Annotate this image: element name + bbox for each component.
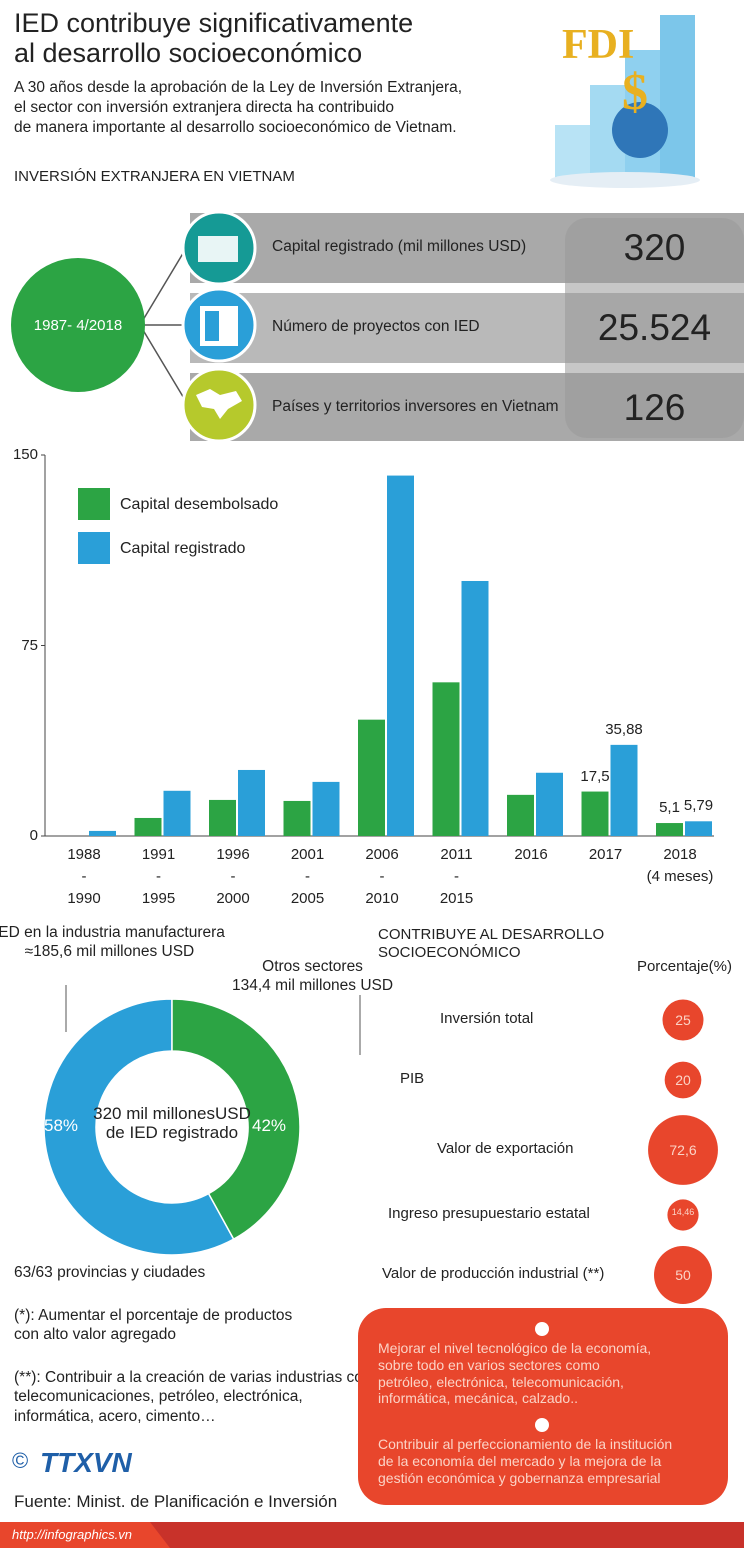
bar [163, 790, 191, 836]
bar [134, 817, 162, 836]
bar [656, 823, 683, 836]
legend-swatch [78, 488, 110, 520]
logo-symbol: $ [622, 64, 648, 121]
title: IED contribuye significativamente al des… [14, 8, 414, 69]
bar [507, 794, 534, 836]
legend-label: Capital registrado [120, 540, 246, 557]
value-label: 35,88 [605, 720, 643, 738]
value-label: 17,5 [580, 767, 610, 785]
x-tick-label: 2016 [514, 846, 548, 863]
bar [432, 682, 460, 836]
y-tick-label: 0 [29, 827, 38, 844]
value-label: 5,79 [683, 797, 714, 815]
highlight: Contribuir al perfeccionamiento de la in… [378, 1436, 673, 1486]
x-tick-label: 1991 - 1995 [141, 846, 176, 907]
bar [461, 580, 489, 836]
stat-label: Países y territorios inversores en Vietn… [272, 398, 559, 415]
bar [358, 719, 385, 836]
agency-logo: TTXVN [40, 1447, 132, 1478]
value-label: 5,1 [659, 799, 680, 817]
logo-text: FDI [562, 22, 635, 68]
legend-swatch [78, 532, 110, 564]
x-tick-label: 2017 [588, 846, 623, 863]
highlight: Mejorar el nivel tecnológico de la econo… [378, 1340, 652, 1407]
bubble-value: 20 [675, 1072, 691, 1088]
bar [89, 830, 116, 836]
note: (**): Contribuir a la creación de varias… [14, 1369, 384, 1425]
category-label: Inversión total [440, 1010, 534, 1027]
bar [581, 791, 609, 836]
copyright: © [12, 1448, 29, 1473]
legend-label: Capital desembolsado [120, 496, 279, 513]
x-tick-label: 1988 - 1990 [67, 846, 101, 907]
stat-value: 25.524 [597, 307, 712, 348]
note: (*): Aumentar el porcentaje de productos… [14, 1307, 293, 1344]
logo-art [550, 15, 700, 188]
x-tick-label: 2001 - 2005 [290, 846, 325, 907]
chart-title: CONTRIBUYE AL DESARROLLO SOCIOECONÓMICO [378, 926, 605, 961]
stat-value: 126 [623, 387, 686, 428]
footer-tab [0, 1522, 170, 1548]
category-label: Ingreso presupuestario estatal [388, 1205, 590, 1222]
section-title: INVERSIÓN EXTRANJERA EN VIETNAM [14, 168, 295, 185]
bubble-value: 14,46 [671, 1207, 695, 1217]
bar [283, 800, 311, 836]
stat-value: 320 [623, 227, 686, 268]
category-label: Valor de producción industrial (**) [382, 1265, 605, 1282]
bar [536, 772, 563, 836]
y-tick-label: 75 [21, 636, 38, 654]
stat-label: Número de proyectos con IED [272, 318, 480, 335]
x-tick-label: 2011 - 2015 [439, 846, 474, 907]
period: 1987- 4/2018 [33, 317, 123, 334]
bubble [648, 1115, 718, 1185]
source: Fuente: Minist. de Planificación e Inver… [14, 1492, 338, 1511]
category-label: IED en la industria manufacturera ≈185,6… [0, 924, 225, 960]
value-label: 42% [252, 1116, 287, 1135]
value-label: 58% [44, 1116, 79, 1135]
bar [312, 781, 340, 836]
category-label: PIB [400, 1070, 425, 1087]
x-tick-label: 2006 - 2010 [365, 846, 399, 907]
bar [209, 799, 236, 836]
highlight-box: Mejorar el nivel tecnológico de la econo… [358, 1308, 728, 1505]
url: http://infographics.vn [12, 1527, 132, 1542]
y-tick-label: 150 [12, 446, 38, 463]
donut-segment [43, 998, 235, 1256]
bar [387, 475, 414, 836]
bullet [535, 1322, 549, 1336]
category-label: Valor de exportación [437, 1140, 574, 1157]
bullet [535, 1418, 549, 1432]
size-label: Porcentaje(%) [636, 958, 732, 975]
bubble-value: 50 [675, 1267, 691, 1283]
category-label: Otros sectores 134,4 mil millones USD [232, 958, 394, 994]
bubble [654, 1246, 712, 1304]
bar [685, 821, 712, 836]
bubble [667, 1199, 699, 1231]
bubble-value: 25 [675, 1012, 691, 1028]
bubble [662, 999, 704, 1041]
x-tick-label: 1996 - 2000 [216, 846, 250, 907]
bubble [664, 1061, 702, 1099]
stats-panel [11, 210, 744, 443]
subtitle: A 30 años desde la aprobación de la Ley … [14, 79, 463, 137]
bar [610, 744, 638, 836]
provinces: 63/63 provincias y ciudades [14, 1264, 206, 1281]
x-tick-label: 2018 (4 meses) [646, 846, 714, 885]
donut-segment [171, 998, 301, 1241]
center-label: 320 mil millonesUSD de IED registrado [93, 1104, 251, 1142]
stat-label: Capital registrado (mil millones USD) [272, 238, 527, 255]
bubble-value: 72,6 [669, 1142, 697, 1158]
bar [238, 769, 265, 836]
